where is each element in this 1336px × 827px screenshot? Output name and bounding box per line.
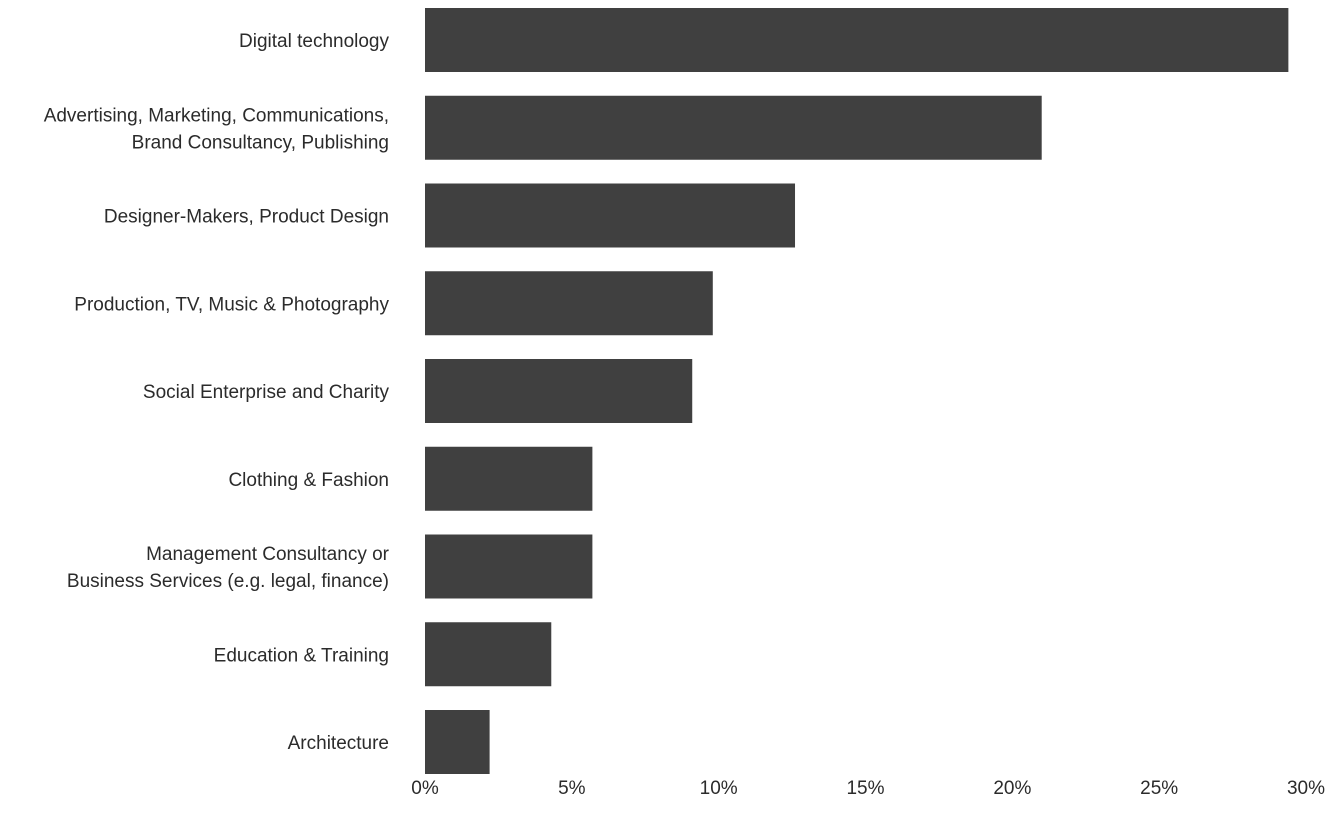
bar	[425, 271, 713, 336]
category-label-line: Production, TV, Music & Photography	[74, 294, 389, 315]
category-label: Social Enterprise and Charity	[143, 382, 390, 403]
category-label: Production, TV, Music & Photography	[74, 294, 389, 315]
x-tick-label: 0%	[411, 778, 439, 799]
bars-group	[425, 8, 1289, 774]
x-tick-label: 5%	[558, 778, 586, 799]
category-label-line: Advertising, Marketing, Communications,	[44, 105, 389, 126]
x-tick-label: 25%	[1140, 778, 1178, 799]
category-label-line: Social Enterprise and Charity	[143, 382, 390, 403]
category-labels-group: Digital technology Advertising, Marketing…	[44, 31, 390, 754]
x-tick-label: 30%	[1287, 778, 1325, 799]
x-tick-label: 15%	[846, 778, 884, 799]
x-tick-label: 10%	[700, 778, 738, 799]
x-axis-ticks-group: 0% 5% 10% 15% 20% 25% 30%	[411, 778, 1325, 799]
category-label: Education & Training	[214, 645, 389, 666]
bar	[425, 95, 1042, 160]
category-label-line: Brand Consultancy, Publishing	[132, 132, 389, 153]
category-label: Advertising, Marketing, Communications, B…	[44, 105, 389, 153]
category-label: Clothing & Fashion	[228, 470, 389, 491]
bar	[425, 622, 552, 687]
category-label-line: Digital technology	[239, 31, 389, 52]
category-label-line: Designer-Makers, Product Design	[104, 207, 389, 228]
category-label: Management Consultancy or Business Servic…	[67, 544, 390, 592]
bar	[425, 446, 593, 511]
bar	[425, 359, 693, 423]
category-label-line: Architecture	[288, 733, 389, 754]
category-label: Designer-Makers, Product Design	[104, 207, 389, 228]
bar	[425, 183, 796, 248]
bar	[425, 8, 1289, 72]
x-tick-label: 20%	[993, 778, 1031, 799]
category-label-line: Business Services (e.g. legal, finance)	[67, 571, 389, 592]
category-label: Architecture	[288, 733, 389, 754]
bar	[425, 534, 593, 599]
category-label-line: Education & Training	[214, 645, 389, 666]
category-label: Digital technology	[239, 31, 389, 52]
category-label-line: Management Consultancy or	[146, 544, 390, 565]
category-label-line: Clothing & Fashion	[228, 470, 389, 491]
bar	[425, 710, 490, 774]
